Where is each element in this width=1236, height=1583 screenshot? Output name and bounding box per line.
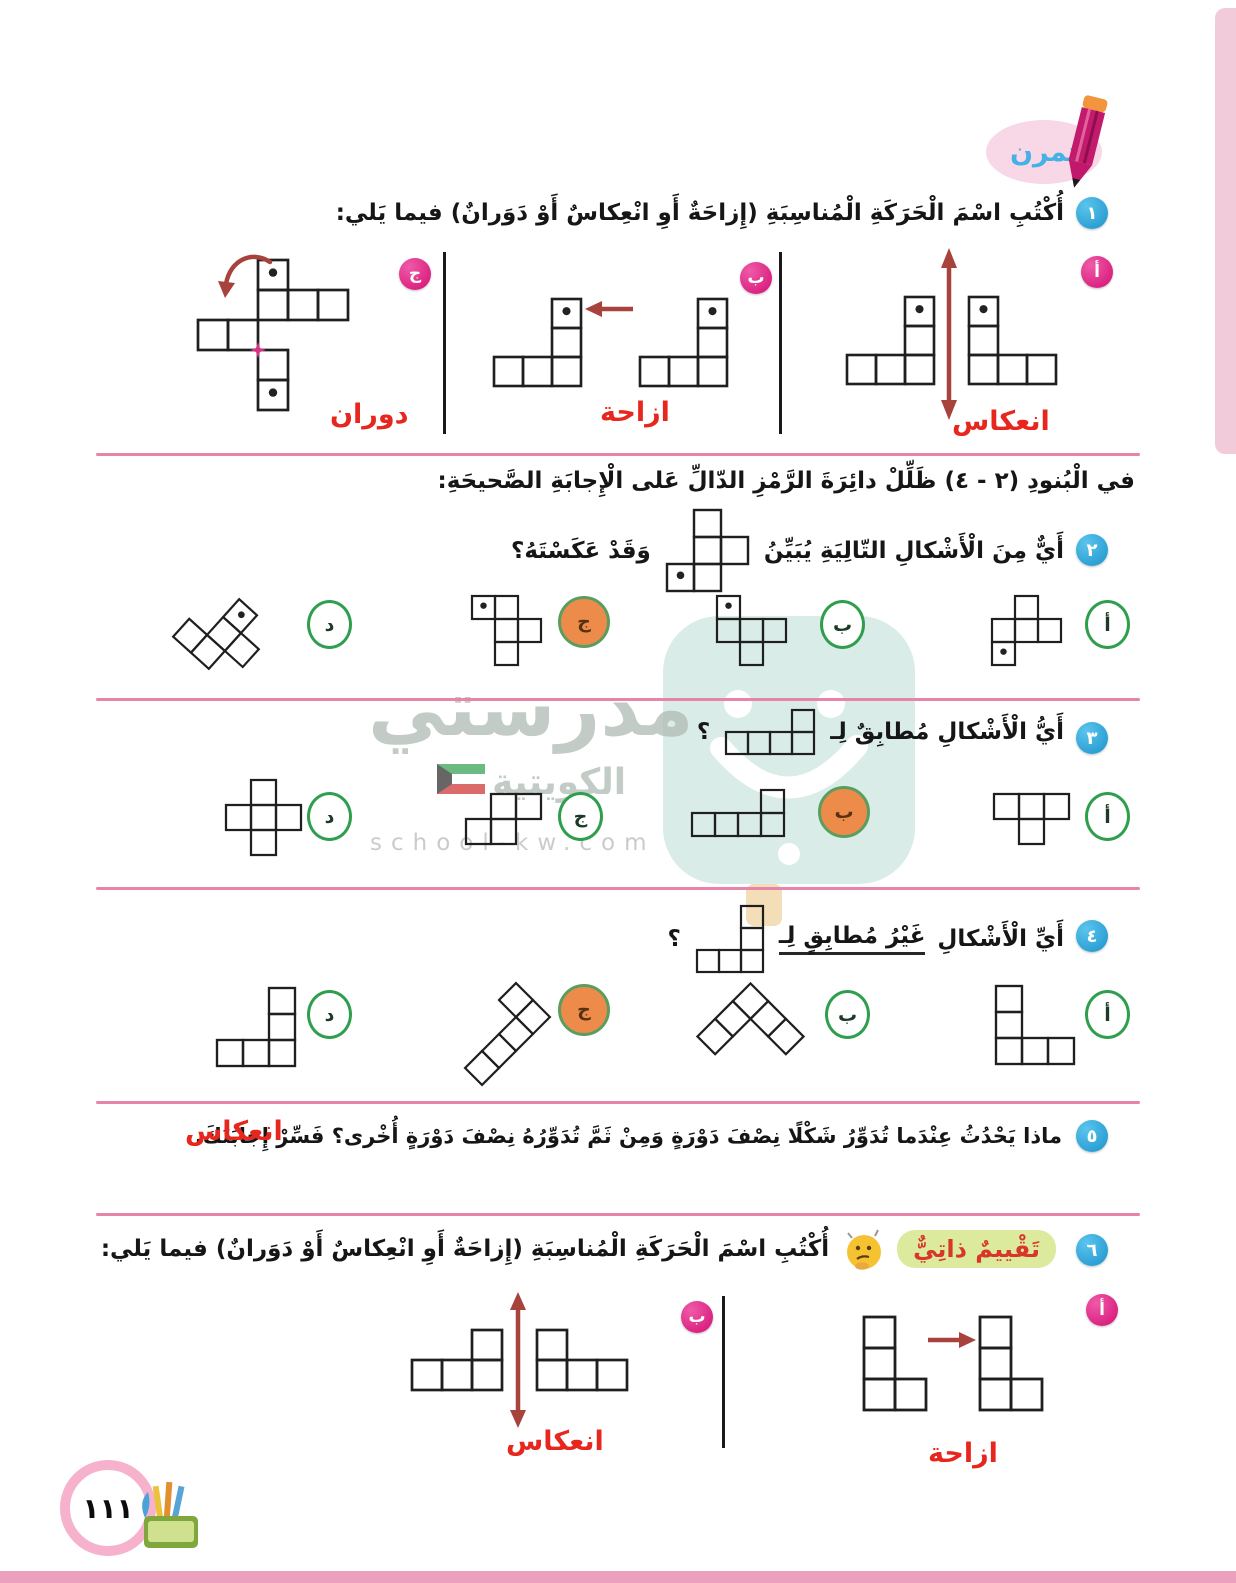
q4-option-b-shape: [692, 978, 809, 1095]
q1-item-a-shape-left: [843, 293, 938, 388]
q6-item-b-shape-left: [408, 1326, 506, 1394]
q4-option-a-circle[interactable]: أ: [1085, 990, 1130, 1039]
q4-number-badge: ٤: [1076, 920, 1108, 952]
q2-option-b-circle[interactable]: ب: [820, 600, 865, 649]
q4-option-d-circle[interactable]: د: [307, 990, 352, 1039]
q2-question-line: أَيٌّ مِنَ الْأَشْكالِ التّالِيَةِ يُبَي…: [511, 506, 1064, 595]
q1-item-a-shape-right: [965, 293, 1060, 388]
page-number: ١١١: [82, 1491, 134, 1525]
right-edge-strip: [1215, 8, 1236, 454]
q4-prompt-shape: [693, 902, 767, 976]
q2-number-badge: ٢: [1076, 534, 1108, 566]
q3-text-after: ؟: [696, 719, 711, 745]
q1-item-c-pinwheel-shape: [194, 256, 352, 414]
q2-text-before: أَيٌّ مِنَ الْأَشْكالِ التّالِيَةِ يُبَي…: [763, 537, 1064, 564]
watermark-brand: مدرستي: [368, 664, 694, 754]
q4-option-c-circle[interactable]: ج: [558, 984, 610, 1036]
q6-item-a-badge: أ: [1086, 1294, 1118, 1326]
q2-option-d-shape: [168, 578, 280, 690]
q1-text: أُكْتُبِ اسْمَ الْحَرَكَةِ الْمُناسِبَةِ…: [335, 200, 1064, 226]
q1-item-b-translation-arrow: [583, 299, 637, 323]
q2-option-a-circle[interactable]: أ: [1085, 600, 1130, 649]
pencil-icon: [1048, 92, 1122, 200]
q1-item-c-answer: دوران: [330, 399, 409, 430]
q3-option-c-shape: [462, 790, 545, 848]
q1-item-b-answer: ازاحة: [600, 397, 670, 428]
q5-number-badge: ٥: [1076, 1120, 1108, 1152]
q2-prompt-shape: [663, 506, 752, 595]
section-divider-5: [96, 1213, 1140, 1216]
section-divider-3: [96, 887, 1140, 890]
q2-option-b-shape: [713, 592, 790, 669]
q1-number-badge: ١: [1076, 197, 1108, 229]
q1-item-b-badge: ب: [740, 262, 772, 294]
q3-prompt-shape: [722, 706, 818, 758]
pencil-box-icon: [134, 1474, 208, 1560]
q2-option-c-shape: [468, 592, 545, 669]
q3-option-d-circle[interactable]: د: [307, 792, 352, 841]
q1-item-a-badge: أ: [1081, 256, 1113, 288]
q1-item-b-shape-left: [490, 295, 585, 390]
q5-text: ماذا يَحْدُثُ عِنْدَما تُدَوِّرُ شَكْلًا…: [194, 1124, 1062, 1148]
q3-option-d-shape: [222, 776, 305, 859]
q3-option-c-circle[interactable]: ج: [558, 792, 603, 841]
q6-divider: [722, 1296, 725, 1448]
q1-item-c-rotation-arrow: [216, 250, 276, 312]
q2-text-after: وَقَدْ عَكَسْتَهُ؟: [511, 537, 651, 564]
thinking-emoji-icon: [841, 1226, 885, 1272]
q6-item-a-shape-left: [860, 1313, 930, 1414]
q6-number-badge: ٦: [1076, 1234, 1108, 1266]
bottom-edge-strip: [0, 1571, 1236, 1583]
q6-item-b-answer: انعكاس: [506, 1426, 604, 1457]
q1-item-b-shape-right: [636, 295, 731, 390]
instruction-2-4: في الْبُنودِ (٢ - ٤) ظَلِّلْ دائِرَةَ ال…: [437, 468, 1135, 494]
q4-text-after: ؟: [667, 926, 681, 952]
q4-option-b-circle[interactable]: ب: [825, 990, 870, 1039]
q3-text-before: أَيُّ الْأَشْكالِ مُطابِقٌ لِـ: [830, 719, 1064, 745]
q4-option-c-shape: [440, 975, 558, 1093]
q4-text-underlined: غَيْرُ مُطابِقٍ لِـ: [778, 923, 926, 955]
q1-divider-2: [443, 252, 446, 434]
q1-item-a-answer: انعكاس: [952, 406, 1050, 437]
section-divider-1: [96, 453, 1140, 456]
q5-answer: انعكاس: [185, 1116, 283, 1147]
q6-item-a-answer: ازاحة: [928, 1438, 998, 1469]
practice-label: تمرن: [1009, 136, 1079, 168]
q1-divider-1: [779, 252, 782, 434]
q4-option-a-shape: [992, 982, 1078, 1068]
q6-question-line: تَقْييمٌ ذاتِيٌّ أُكْتُبِ اسْمَ الْحَرَك…: [101, 1226, 1056, 1272]
q6-item-b-badge: ب: [681, 1301, 713, 1333]
q4-question-line: أَيِّ الْأَشْكالِ غَيْرُ مُطابِقٍ لِـ ؟: [667, 902, 1064, 976]
page-number-badge: ١١١: [60, 1460, 156, 1556]
section-divider-2: [96, 698, 1140, 701]
q4-option-d-shape: [213, 984, 299, 1070]
q2-option-c-circle[interactable]: ج: [558, 596, 610, 648]
q6-item-b-shape-right: [533, 1326, 631, 1394]
q3-option-a-shape: [990, 790, 1073, 848]
q3-option-b-shape: [688, 786, 788, 840]
q6-item-a-translation-arrow: [924, 1330, 978, 1354]
q1-item-c-badge: ج: [399, 258, 431, 290]
q2-option-a-shape: [988, 592, 1065, 669]
q6-item-b-reflection-axis-arrow: [505, 1290, 531, 1434]
q3-option-b-circle[interactable]: ب: [818, 786, 870, 838]
q1-item-a-reflection-axis-arrow: [936, 246, 962, 426]
q3-question-line: أَيُّ الْأَشْكالِ مُطابِقٌ لِـ ؟: [697, 706, 1064, 758]
q3-option-a-circle[interactable]: أ: [1085, 792, 1130, 841]
q6-item-a-shape-right: [976, 1313, 1046, 1414]
section-divider-4: [96, 1101, 1140, 1104]
q3-number-badge: ٣: [1076, 722, 1108, 754]
q6-text: أُكْتُبِ اسْمَ الْحَرَكَةِ الْمُناسِبَةِ…: [100, 1236, 830, 1262]
self-assessment-badge: تَقْييمٌ ذاتِيٌّ: [897, 1230, 1056, 1268]
q2-option-d-circle[interactable]: د: [307, 600, 352, 649]
q4-text-before: أَيِّ الْأَشْكالِ: [937, 926, 1064, 952]
